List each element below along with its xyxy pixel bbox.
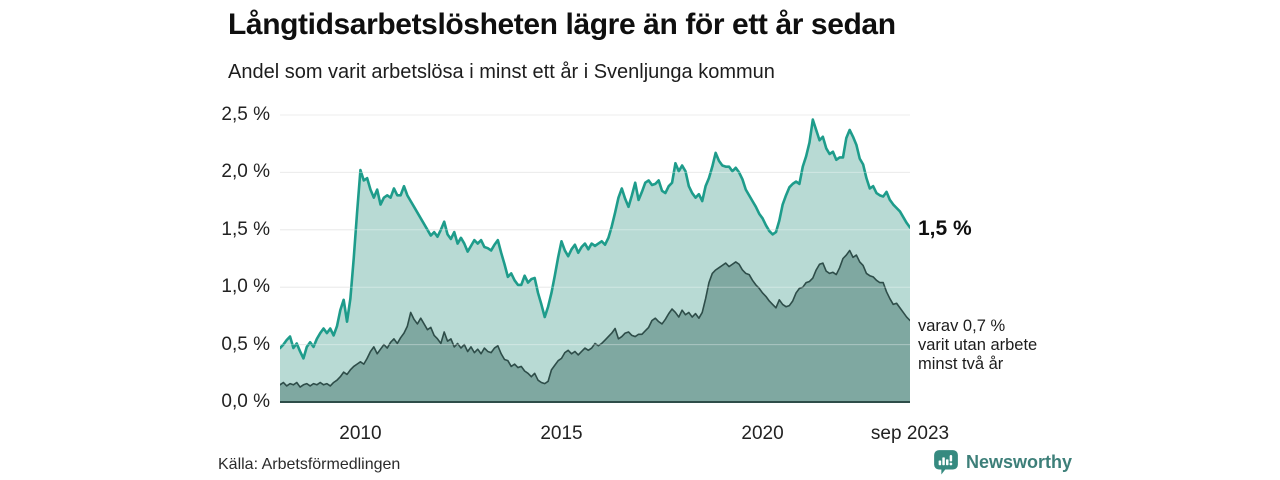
subseries-annotation-line2: varit utan arbete xyxy=(918,336,1038,354)
series-end-value-label: 1,5 % xyxy=(918,217,972,240)
y-tick-label: 2,0 % xyxy=(221,161,270,183)
y-tick-label: 0,0 % xyxy=(221,391,270,412)
x-tick-label: 2010 xyxy=(339,423,382,444)
subseries-annotation-line1: varav 0,7 % xyxy=(918,317,1006,335)
subseries-annotation: varav 0,7 % varit utan arbete minst två … xyxy=(918,317,1037,374)
y-tick-label: 1,5 % xyxy=(221,218,270,240)
newsworthy-chart-bubble-icon xyxy=(934,450,958,475)
x-tick-label: sep 2023 xyxy=(870,423,950,444)
brand-logo: Newsworthy xyxy=(933,449,1072,476)
subseries-annotation-line3: minst två år xyxy=(918,355,1004,373)
area-chart xyxy=(278,110,912,406)
page-subtitle: Andel som varit arbetslösa i minst ett å… xyxy=(228,61,775,83)
x-tick-label: 2015 xyxy=(540,423,583,444)
y-tick-label: 1,0 % xyxy=(221,276,270,298)
y-tick-label: 0,5 % xyxy=(221,333,270,355)
page-title: Långtidsarbetslösheten lägre än för ett … xyxy=(228,8,896,41)
plot-svg xyxy=(278,114,912,403)
x-tick-label: 2020 xyxy=(741,423,784,444)
brand-name: Newsworthy xyxy=(966,452,1073,472)
source-attribution: Källa: Arbetsförmedlingen xyxy=(218,456,401,473)
y-tick-label: 2,5 % xyxy=(221,104,270,125)
